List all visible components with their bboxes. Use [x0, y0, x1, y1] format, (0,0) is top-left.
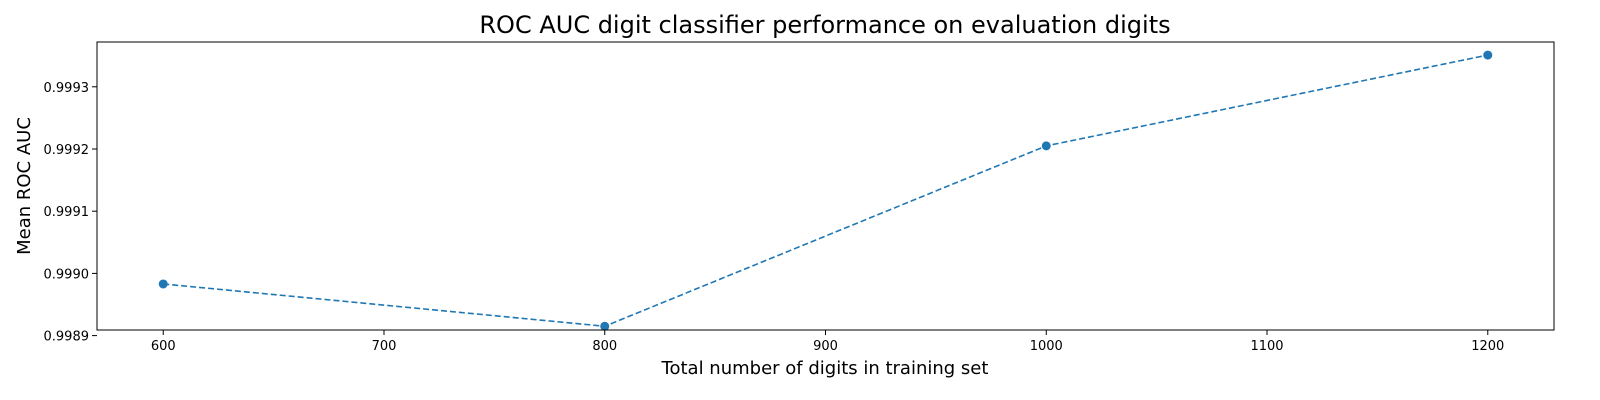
data-point — [1483, 50, 1493, 60]
y-tick-label: 0.9992 — [44, 143, 90, 158]
x-tick-label: 700 — [372, 339, 397, 354]
y-axis-ticks: 0.9989 0.9990 0.9991 0.9992 0.9993 — [44, 81, 97, 345]
data-point — [158, 279, 168, 289]
chart-title: ROC AUC digit classifier performance on … — [479, 11, 1170, 39]
y-axis-label: Mean ROC AUC — [14, 117, 35, 255]
y-tick-label: 0.9991 — [44, 205, 90, 220]
x-tick-label: 900 — [813, 339, 838, 354]
x-tick-label: 1100 — [1250, 339, 1283, 354]
series-line — [163, 54, 1488, 328]
x-axis-label: Total number of digits in training set — [661, 358, 989, 379]
x-tick-label: 1200 — [1471, 339, 1504, 354]
x-tick-label: 800 — [592, 339, 617, 354]
x-axis-ticks: 600 700 800 900 1000 1100 1200 — [151, 330, 1504, 354]
x-tick-label: 1000 — [1030, 339, 1063, 354]
y-tick-label: 0.9989 — [44, 330, 90, 345]
series-layer — [158, 50, 1493, 331]
data-point — [600, 321, 610, 331]
data-point — [1041, 141, 1051, 151]
x-tick-label: 600 — [151, 339, 176, 354]
plot-frame — [96, 41, 1555, 331]
y-tick-label: 0.9993 — [44, 81, 90, 96]
y-tick-label: 0.9990 — [44, 267, 90, 282]
